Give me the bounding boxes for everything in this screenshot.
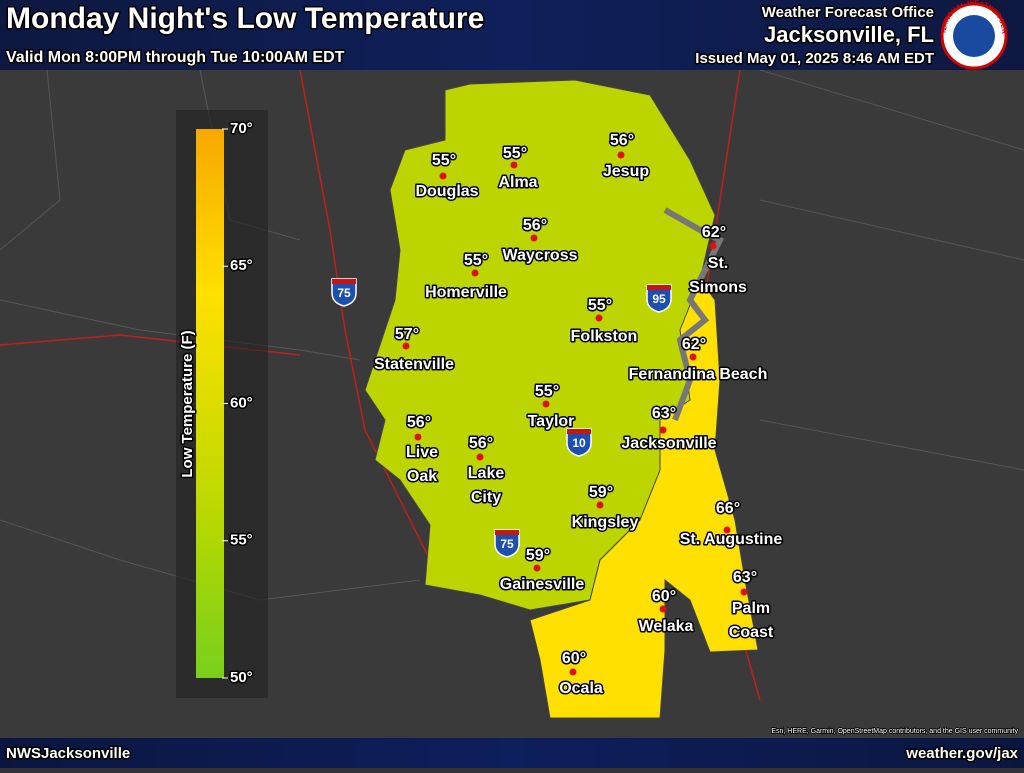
office-line: Weather Forecast Office [762, 4, 934, 21]
interstate-shields: 75 95 10 75 [331, 278, 672, 558]
shield-number: 75 [337, 286, 351, 300]
title: Monday Night's Low Temperature [6, 2, 484, 35]
shield-top [647, 285, 671, 290]
city-temperature: 55° [464, 252, 488, 269]
header-bar [0, 0, 1024, 70]
footer-right: weather.gov/jax [905, 745, 1018, 762]
city-name: Welaka [639, 618, 694, 635]
city-name: Coast [729, 624, 774, 641]
city-temperature: 59° [526, 547, 550, 564]
city-dot [533, 564, 541, 572]
city-name: Taylor [528, 413, 575, 430]
city-dot [740, 588, 748, 596]
city-dot [659, 426, 667, 434]
city-temperature: 57° [395, 326, 419, 343]
attribution: Esri, HERE, Garmin, OpenStreetMap contri… [771, 728, 1018, 735]
coastal-marsh [663, 207, 725, 422]
city-dot [709, 242, 717, 250]
city-temperature: 63° [652, 405, 676, 422]
city-name: Ocala [559, 680, 603, 697]
city-dot [569, 668, 577, 676]
city-temperature: 60° [652, 588, 676, 605]
city-name: Fernandina Beach [629, 366, 768, 383]
legend-tick-label: 55° [230, 532, 253, 549]
city-name: Folkston [571, 328, 638, 345]
city-temperature: 66° [716, 500, 740, 517]
city-dot [439, 172, 447, 180]
city-temperature: 55° [535, 383, 559, 400]
shield [646, 284, 672, 313]
city-dot [414, 433, 422, 441]
city-dot [476, 453, 484, 461]
city-dot [659, 605, 667, 613]
city-name: Oak [407, 468, 437, 485]
shield-number: 10 [572, 436, 586, 450]
warmer-region [529, 278, 759, 719]
city-temperature: 60° [562, 650, 586, 667]
city-dot [596, 501, 604, 509]
city-dot [617, 151, 625, 159]
shield [494, 529, 520, 558]
city-name: Jacksonville [621, 435, 716, 452]
city-temperature: 56° [407, 414, 431, 431]
city-temperature: 62° [702, 224, 726, 241]
city-name: Douglas [415, 183, 478, 200]
city-temperature: 55° [588, 297, 612, 314]
city-dot [510, 161, 518, 169]
shield-number: 75 [500, 537, 514, 551]
shield-number: 95 [652, 292, 666, 306]
issued: Issued May 01, 2025 8:46 AM EDT [695, 50, 934, 67]
city-name: Kingsley [572, 514, 639, 531]
footer-bar [0, 738, 1024, 768]
shield-top [332, 279, 356, 284]
city-dot [689, 353, 697, 361]
footer-left: NWSJacksonville [6, 745, 130, 762]
city-name: Palm [732, 600, 770, 617]
legend-tick-label: 70° [230, 120, 253, 137]
city-name: Homerville [425, 284, 507, 301]
city-temperature: 55° [432, 152, 456, 169]
city-dot [402, 342, 410, 350]
logo-inner [953, 15, 995, 57]
legend-colorbar [196, 129, 224, 678]
city-temperature: 63° [733, 569, 757, 586]
city-name: St. [708, 255, 728, 272]
office: Jacksonville, FL [764, 22, 934, 47]
subtitle: Valid Mon 8:00PM through Tue 10:00AM EDT [6, 49, 345, 66]
legend-tick-label: 50° [230, 669, 253, 686]
cooler-region [364, 79, 716, 611]
city-name: Jesup [603, 163, 649, 180]
city-name: Alma [498, 174, 537, 191]
city-dot [471, 269, 479, 277]
city-name: Gainesville [500, 576, 585, 593]
legend-tick-label: 65° [230, 257, 253, 274]
city-dot [595, 314, 603, 322]
city-name: Simons [689, 279, 747, 296]
shield [331, 278, 357, 307]
city-name: St. Augustine [680, 531, 783, 548]
city-dot [542, 400, 550, 408]
city-temperature: 56° [469, 435, 493, 452]
legend-tick-label: 60° [230, 394, 253, 411]
cities: 55° Douglas 55° Alma 56° Jesup 56° Waycross 62° S… [372, 131, 783, 699]
city-name: City [471, 489, 501, 506]
shield [566, 428, 592, 457]
city-temperature: 62° [682, 336, 706, 353]
city-temperature: 59° [589, 484, 613, 501]
city-temperature: 56° [610, 132, 634, 149]
city-temperature: 56° [523, 217, 547, 234]
shield-top [495, 530, 519, 535]
city-name: Lake [468, 465, 505, 482]
city-name: Statenville [374, 356, 454, 373]
city-name: Live [406, 444, 438, 461]
city-dot [530, 234, 538, 242]
shield-top [567, 429, 591, 434]
city-temperature: 55° [503, 145, 527, 162]
city-dot [723, 526, 731, 534]
legend-title: Low Temperature (F) [179, 330, 196, 477]
city-name: Waycross [503, 247, 578, 264]
